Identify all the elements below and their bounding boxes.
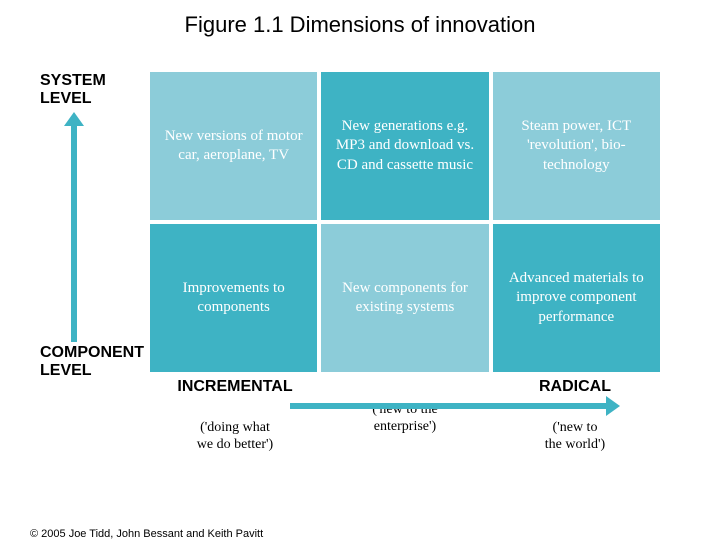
x-arrow-head-icon — [606, 396, 620, 416]
y-axis-bottom-label: COMPONENTLEVEL — [40, 344, 144, 379]
x-axis-labels: INCREMENTAL ('doing whatwe do better') (… — [150, 378, 660, 454]
x-sub-0: ('doing whatwe do better') — [150, 420, 320, 454]
y-arrow-shaft — [71, 122, 77, 342]
y-arrow-head-icon — [64, 112, 84, 126]
figure-title: Figure 1.1 Dimensions of innovation — [0, 12, 720, 38]
cell-1-1: New components for existing systems — [321, 224, 488, 372]
matrix-grid: New versions of motor car, aeroplane, TV… — [150, 72, 660, 372]
x-col-2: RADICAL ('new tothe world') — [490, 378, 660, 454]
x-axis-arrow — [290, 400, 620, 412]
figure-area: SYSTEMLEVEL COMPONENTLEVEL New versions … — [40, 72, 680, 492]
x-arrow-shaft — [290, 403, 610, 409]
x-sub-2: ('new tothe world') — [490, 420, 660, 454]
cell-0-1: New generations e.g. MP3 and download vs… — [321, 72, 488, 220]
cell-0-0: New versions of motor car, aeroplane, TV — [150, 72, 317, 220]
cell-1-2: Advanced materials to improve component … — [493, 224, 660, 372]
x-main-2: RADICAL — [490, 378, 660, 396]
x-col-0: INCREMENTAL ('doing whatwe do better') — [150, 378, 320, 454]
y-axis-top-label: SYSTEMLEVEL — [40, 72, 106, 107]
cell-0-2: Steam power, ICT 'revolution', bio-techn… — [493, 72, 660, 220]
cell-1-0: Improvements to components — [150, 224, 317, 372]
copyright-text: © 2005 Joe Tidd, John Bessant and Keith … — [30, 528, 263, 540]
x-main-0: INCREMENTAL — [150, 378, 320, 396]
y-axis-arrow — [68, 112, 80, 342]
x-col-1: ('new to theenterprise') — [320, 378, 490, 454]
